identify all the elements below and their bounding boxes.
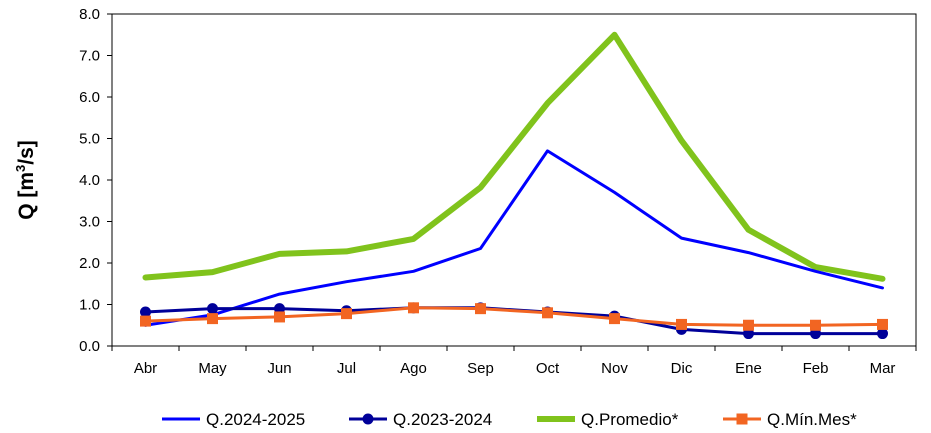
x-tick-label: Nov bbox=[601, 360, 628, 377]
data-point bbox=[877, 318, 888, 330]
data-point bbox=[408, 302, 419, 314]
legend-marker bbox=[736, 413, 748, 425]
y-axis: 0.0 1.0 2.0 3.0 4.0 5.0 6.0 7.0 8.0 bbox=[79, 6, 112, 355]
legend-label: Q.Promedio* bbox=[581, 410, 679, 429]
legend-marker bbox=[362, 413, 374, 425]
x-tick-label: Ago bbox=[400, 360, 427, 377]
y-tick-label: 7.0 bbox=[79, 48, 100, 65]
plot-area bbox=[111, 13, 917, 347]
data-point bbox=[274, 303, 285, 315]
data-point bbox=[743, 328, 754, 340]
y-tick-label: 3.0 bbox=[79, 214, 100, 231]
x-tick-label: Sep bbox=[467, 360, 494, 377]
data-point bbox=[810, 319, 821, 331]
data-point bbox=[743, 319, 754, 331]
x-tick-label: May bbox=[198, 360, 227, 377]
legend: Q.2024-2025 Q.2023-2024 Q.Promedio* Q.Mín.M… bbox=[162, 410, 857, 429]
x-tick-label: Ene bbox=[735, 360, 762, 377]
legend-label: Q.Mín.Mes* bbox=[767, 410, 857, 429]
x-tick-label: Jul bbox=[337, 360, 356, 377]
y-tick-label: 0.0 bbox=[79, 338, 100, 355]
y-axis-label-main: Q [m bbox=[15, 172, 38, 220]
y-axis-label-end: /s] bbox=[15, 140, 38, 165]
legend-item: Q.2024-2025 bbox=[162, 410, 305, 429]
x-axis: Abr May Jun Jul Ago Sep Oct Nov Dic Ene Feb Mar bbox=[111, 346, 917, 377]
data-point bbox=[542, 307, 553, 319]
series-layer bbox=[140, 31, 888, 340]
series-0 bbox=[144, 149, 884, 327]
data-point bbox=[140, 315, 151, 327]
y-tick-label: 2.0 bbox=[79, 255, 100, 272]
series-3 bbox=[140, 302, 888, 331]
x-tick-label: Dic bbox=[671, 360, 693, 377]
x-tick-label: Abr bbox=[134, 360, 157, 377]
data-point bbox=[274, 311, 285, 323]
y-tick-label: 8.0 bbox=[79, 6, 100, 23]
y-tick-label: 6.0 bbox=[79, 89, 100, 106]
x-tick-label: Feb bbox=[803, 360, 829, 377]
legend-label: Q.2023-2024 bbox=[393, 410, 492, 429]
legend-item: Q.2023-2024 bbox=[349, 410, 492, 429]
data-point bbox=[341, 308, 352, 320]
x-tick-label: Mar bbox=[870, 360, 896, 377]
x-tick-label: Jun bbox=[267, 360, 291, 377]
data-point bbox=[140, 306, 151, 318]
data-point bbox=[207, 303, 218, 315]
data-point bbox=[810, 328, 821, 340]
series-line bbox=[142, 31, 886, 282]
y-axis-label-superscript: 3 bbox=[13, 165, 28, 172]
legend-item: Q.Promedio* bbox=[537, 410, 679, 429]
x-tick-label: Oct bbox=[536, 360, 560, 377]
series-2 bbox=[142, 31, 886, 282]
data-point bbox=[207, 313, 218, 325]
y-tick-label: 5.0 bbox=[79, 131, 100, 148]
data-point bbox=[676, 318, 687, 330]
y-tick-label: 4.0 bbox=[79, 172, 100, 189]
y-axis-label: Q [m3/s] bbox=[13, 140, 38, 220]
legend-label: Q.2024-2025 bbox=[206, 410, 305, 429]
y-tick-label: 1.0 bbox=[79, 297, 100, 314]
data-point bbox=[877, 328, 888, 340]
data-point bbox=[475, 303, 486, 315]
data-point bbox=[609, 313, 620, 325]
series-line bbox=[144, 149, 884, 327]
series-line bbox=[144, 306, 884, 327]
legend-item: Q.Mín.Mes* bbox=[723, 410, 857, 429]
